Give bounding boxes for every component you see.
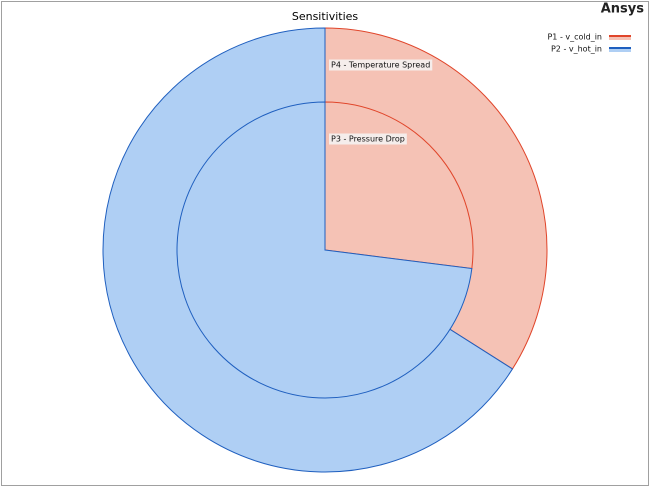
legend-label: P1 - v_cold_in	[547, 33, 602, 42]
pie-area	[102, 27, 548, 473]
legend-label: P2 - v_hot_in	[551, 45, 602, 54]
logo: Ansys	[601, 2, 645, 17]
legend-swatch	[609, 36, 631, 40]
labels: P4 - Temperature Spread P3 - Pressure Dro…	[329, 59, 433, 145]
chart-title: Sensitivities	[292, 10, 359, 23]
ring-label: P3 - Pressure Drop	[331, 135, 405, 144]
ring-label-bg	[329, 133, 407, 145]
ring-label-bg	[329, 59, 433, 71]
legend: P1 - v_cold_in P2 - v_hot_in	[547, 33, 631, 54]
ring-label: P4 - Temperature Spread	[331, 61, 430, 70]
pie-slice	[176, 101, 473, 399]
legend-swatch	[609, 48, 631, 52]
